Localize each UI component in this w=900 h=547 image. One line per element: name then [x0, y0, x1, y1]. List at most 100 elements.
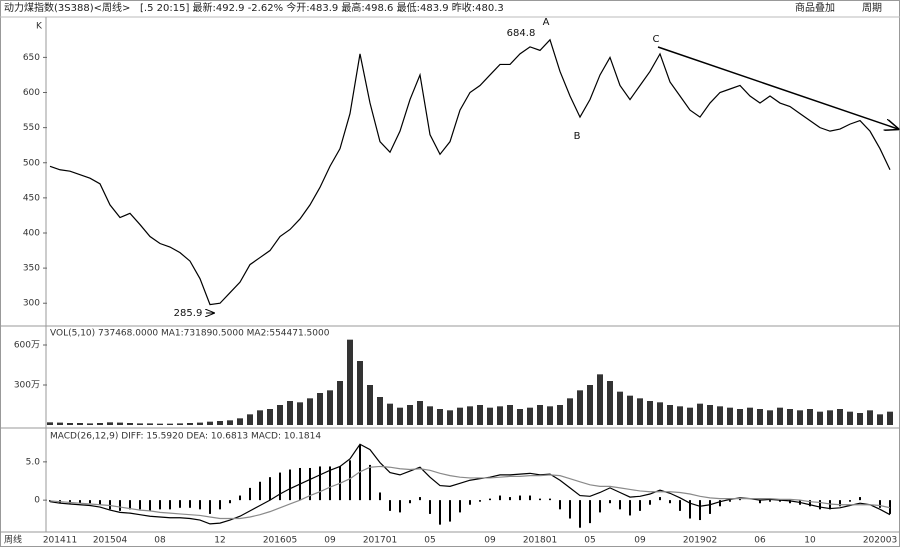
annotation: 285.9: [174, 308, 203, 319]
macd-bar: [599, 500, 601, 513]
volume-bar: [217, 421, 223, 425]
volume-bar: [637, 398, 643, 425]
volume-bar: [537, 405, 543, 425]
volume-bar: [777, 407, 783, 425]
macd-bar: [169, 500, 171, 510]
volume-bar: [467, 406, 473, 425]
volume-bar: [367, 385, 373, 425]
volume-bar: [407, 405, 413, 425]
x-tick-label: 201411: [43, 536, 77, 546]
macd-bar: [189, 500, 191, 508]
macd-bar: [149, 500, 151, 511]
volume-bar: [197, 422, 203, 425]
y-tick-label: 600万: [14, 341, 40, 351]
macd-bar: [639, 500, 641, 511]
y-tick-label: 5.0: [26, 457, 41, 467]
x-tick-label: 201605: [263, 536, 297, 546]
volume-bar: [117, 422, 123, 425]
macd-bar: [409, 500, 411, 504]
macd-bar: [109, 500, 111, 510]
macd-bar: [729, 500, 731, 502]
macd-bar: [449, 500, 451, 522]
macd-bar: [679, 500, 681, 511]
macd-bar: [659, 497, 661, 501]
y-tick-label: 400: [23, 228, 40, 238]
volume-bar: [337, 381, 343, 425]
volume-bar: [847, 411, 853, 425]
volume-bar: [547, 406, 553, 425]
x-tick-label: 06: [754, 536, 766, 546]
period-label: 周线: [4, 534, 22, 546]
macd-bar: [569, 500, 571, 519]
macd-title: MACD(26,12,9) DIFF: 15.5920 DEA: 10.6813…: [50, 432, 321, 442]
macd-bar: [589, 500, 591, 524]
volume-bar: [207, 421, 213, 425]
macd-bar: [269, 477, 271, 501]
macd-bar: [439, 500, 441, 525]
volume-bar: [687, 407, 693, 425]
volume-bar: [787, 409, 793, 425]
volume-bar: [887, 411, 893, 425]
volume-bar: [827, 410, 833, 425]
volume-bar: [577, 390, 583, 425]
volume-bar: [597, 374, 603, 425]
title: 动力煤指数(3S388)<周线>: [4, 1, 130, 14]
y-tick-label: 550: [23, 123, 40, 133]
macd-bar: [89, 500, 91, 504]
y-tick-label: 600: [23, 88, 40, 98]
volume-bar: [557, 405, 563, 425]
volume-bar: [67, 423, 73, 425]
volume-bar: [427, 406, 433, 425]
macd-bar: [699, 500, 701, 521]
macd-bar: [399, 500, 401, 513]
macd-bar: [889, 500, 891, 514]
period-button[interactable]: 周期: [862, 2, 882, 14]
macd-bar: [579, 500, 581, 528]
macd-bar: [739, 498, 741, 501]
volume-bar: [517, 409, 523, 425]
macd-bar: [529, 495, 531, 501]
macd-bar: [649, 500, 651, 505]
overlay-button[interactable]: 商品叠加: [795, 1, 835, 14]
volume-bar: [867, 410, 873, 425]
volume-bar: [247, 414, 253, 425]
macd-bar: [839, 500, 841, 507]
macd-bar: [459, 500, 461, 513]
volume-bar: [527, 407, 533, 425]
macd-bar: [509, 497, 511, 501]
annotation: A: [543, 17, 550, 28]
macd-bar: [429, 500, 431, 514]
axis-corner: K: [36, 22, 43, 32]
x-tick-label: 05: [424, 536, 435, 546]
macd-bar: [359, 445, 361, 501]
volume-bar: [857, 413, 863, 425]
volume-bar: [397, 407, 403, 425]
y-tick-label: 300万: [14, 381, 40, 391]
volume-bar: [497, 406, 503, 425]
macd-bar: [79, 500, 81, 504]
volume-bar: [47, 422, 53, 425]
volume-bar: [187, 423, 193, 425]
volume-bar: [447, 410, 453, 425]
macd-bar: [789, 500, 791, 504]
macd-bar: [499, 495, 501, 501]
macd-bar: [349, 460, 351, 501]
macd-bar: [389, 500, 391, 511]
macd-bar: [779, 500, 781, 502]
volume-bar: [277, 405, 283, 425]
x-tick-label: 08: [154, 536, 166, 546]
volume-bar: [807, 409, 813, 425]
volume-bar: [377, 397, 383, 425]
macd-bar: [539, 498, 541, 501]
volume-bar: [177, 423, 183, 425]
volume-bar: [237, 418, 243, 425]
x-tick-label: 10: [804, 536, 816, 546]
volume-bar: [287, 401, 293, 425]
volume-bar: [307, 398, 313, 425]
macd-bar: [759, 500, 761, 504]
volume-bar: [127, 423, 133, 425]
macd-bar: [209, 500, 211, 514]
macd-bar: [629, 500, 631, 516]
